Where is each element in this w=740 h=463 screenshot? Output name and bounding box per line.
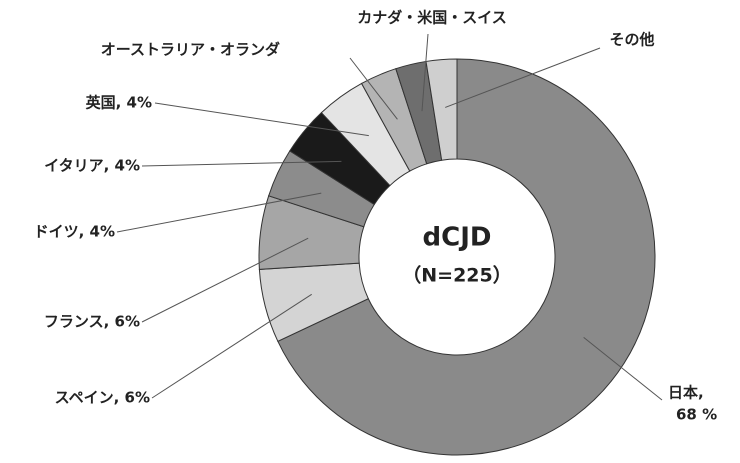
slice-label: 68 % (676, 406, 717, 424)
slice-label: その他 (609, 31, 654, 49)
slice-label: オーストラリア・オランダ (101, 41, 280, 59)
center-subtitle: （N=225） (402, 264, 511, 287)
slice-label: 英国, 4% (86, 94, 152, 112)
leader-line (141, 160, 342, 167)
leader-line (154, 102, 369, 137)
slice-label: カナダ・米国・スイス (357, 9, 507, 27)
leader-line (583, 336, 663, 401)
leader-line (116, 192, 322, 233)
donut-slice (425, 58, 458, 161)
leader-line (421, 33, 429, 112)
center-title: dCJD (423, 223, 492, 253)
slice-label: 日本, (668, 384, 704, 402)
leader-line (349, 57, 398, 120)
leader-line (445, 47, 601, 108)
slice-label: フランス, 6% (44, 313, 140, 331)
slice-label: イタリア, 4% (44, 157, 140, 175)
slice-label: ドイツ, 4% (34, 223, 115, 241)
leader-line (141, 237, 309, 323)
leader-line (151, 293, 312, 399)
slice-label: スペイン, 6% (55, 389, 150, 407)
donut-slice (277, 58, 656, 456)
